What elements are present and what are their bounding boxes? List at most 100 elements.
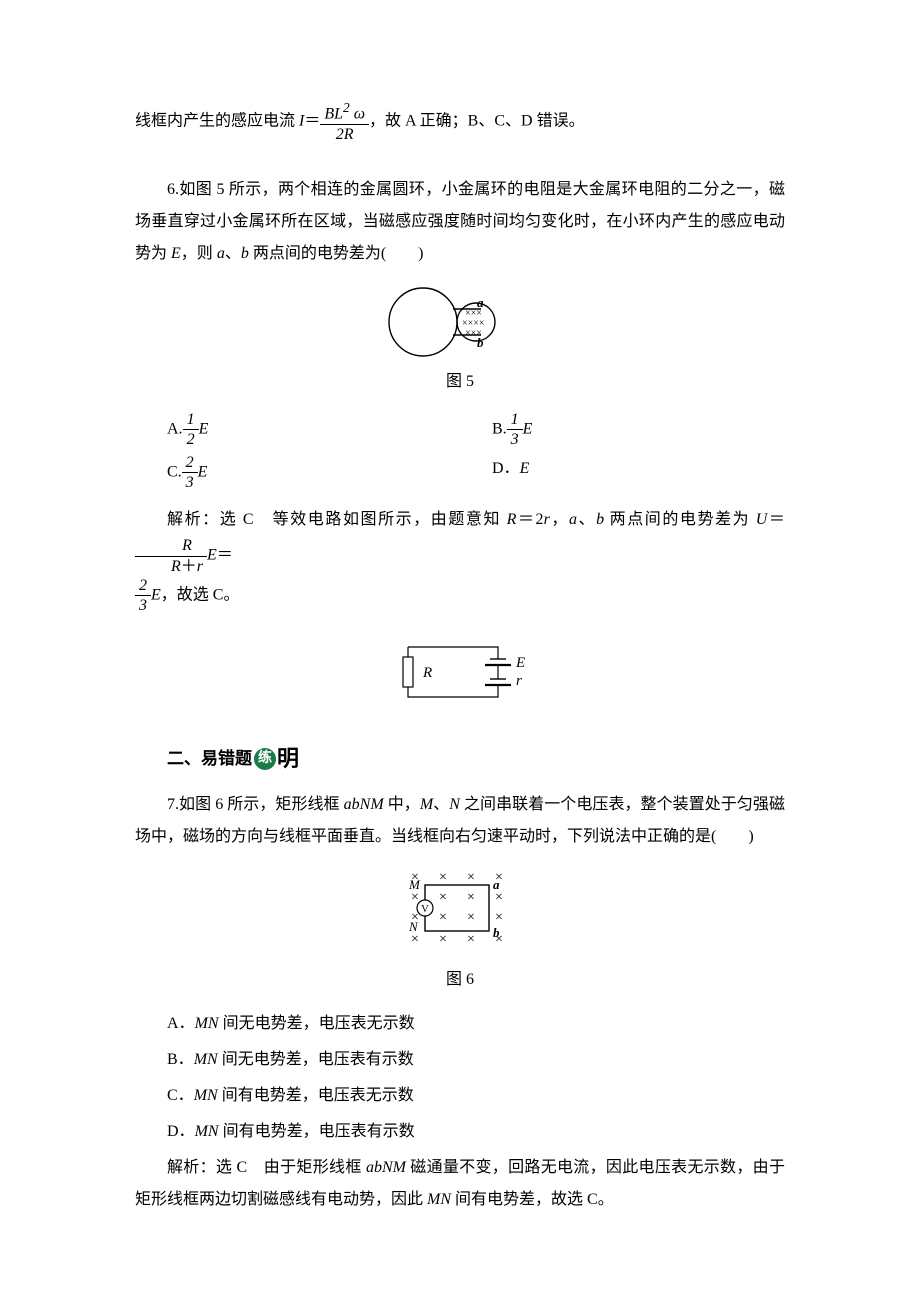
q7-fig-caption: 图 6 [135, 964, 785, 996]
svg-text:×: × [467, 910, 475, 925]
q7-opt-b: B．MN 间无电势差，电压表有示数 [135, 1044, 785, 1076]
q6-sol-R: R [507, 511, 517, 528]
q6-frac2-den: 3 [135, 596, 151, 615]
svg-text:×: × [495, 890, 503, 905]
q6-opt-c: C.23E [135, 453, 460, 492]
q6-stem3: 两点间的电势差为( ) [249, 245, 424, 262]
q6-b-den: 3 [507, 430, 523, 449]
q6-var-e: E [171, 245, 181, 262]
q6-b-var: E [523, 420, 533, 437]
q6-sol-eq2: ＝ [767, 511, 785, 528]
q7-fig-N: N [408, 919, 419, 934]
q7-stem: 7.如图 6 所示，矩形线框 abNM 中，M、N 之间串联着一个电压表，整个装… [135, 789, 785, 853]
q6-sol-mid: ， [550, 511, 569, 528]
badge-text: 明 [277, 737, 299, 781]
frame-diagram: ×××× ×× ×× ×××× ×× ×× V M N a b [385, 865, 535, 960]
q5-sup: 2 [343, 100, 350, 115]
svg-text:×: × [411, 890, 419, 905]
q7-sol-post: 间有电势差，故选 C。 [451, 1191, 614, 1208]
q7-a-var: MN [195, 1015, 219, 1032]
q6-sol-mid2: 两点间的电势差为 [604, 511, 756, 528]
q7-voltmeter-v: V [421, 903, 429, 915]
q6-a-var: E [199, 420, 209, 437]
q6-var-b: b [241, 245, 249, 262]
q7-c-var: MN [194, 1087, 218, 1104]
q6-opt-c-label: C. [167, 463, 182, 480]
q7-fig-b: b [493, 925, 500, 940]
q5-num-bl: BL [324, 105, 343, 122]
q7-b-label: B． [167, 1051, 194, 1068]
q6-frac1-den-R: R [171, 558, 181, 575]
q6-d-var: E [520, 460, 530, 477]
q6-options: A.12E B.13E C.23E D．E [135, 410, 785, 493]
q6-opt-d: D．E [460, 453, 785, 492]
q6-sep1: 、 [225, 245, 241, 262]
q7-stem2: 中， [384, 796, 420, 813]
q6-c-num: 2 [182, 453, 198, 473]
q5-omega: ω [350, 105, 365, 122]
q7-var-abnm: abNM [344, 796, 384, 813]
svg-text:×: × [467, 932, 475, 947]
q6-sol-E2: E [151, 586, 161, 603]
q7-figure: ×××× ×× ×× ×××× ×× ×× V M N a b 图 6 [135, 865, 785, 996]
q7-opt-d: D．MN 间有电势差，电压表有示数 [135, 1116, 785, 1148]
svg-text:×: × [467, 890, 475, 905]
q6-opt-b: B.13E [460, 410, 785, 449]
section-2-header: 二、易错题 练 明 [135, 737, 785, 781]
q6-frac1-den-r: r [197, 558, 203, 575]
circuit-diagram: R E r [383, 627, 538, 717]
svg-text:×: × [411, 932, 419, 947]
svg-text:×: × [439, 910, 447, 925]
badge-circle-icon: 练 [254, 748, 276, 770]
q6-sol-eq3: ＝ [217, 547, 233, 564]
q6-c-den: 3 [182, 473, 198, 492]
q7-solution: 解析：选 C 由于矩形线框 abNM 磁通量不变，回路无电流，因此电压表无示数，… [135, 1152, 785, 1216]
q6-stem2: ，则 [181, 245, 217, 262]
q6-sol-eq: ＝2 [516, 511, 543, 528]
q6-sol-a: a [569, 511, 577, 528]
rings-diagram: ××× ×××× ××× a b [373, 282, 548, 362]
q6-b-num: 1 [507, 410, 523, 430]
q7-opt-c: C．MN 间有电势差，电压表无示数 [135, 1080, 785, 1112]
circuit-r-label: r [516, 673, 522, 689]
section-2-badge: 练 明 [254, 737, 299, 781]
svg-text:×: × [439, 870, 447, 885]
svg-text:×: × [439, 890, 447, 905]
q6-stem: 6.如图 5 所示，两个相连的金属圆环，小金属环的电阻是大金属环电阻的二分之一，… [135, 174, 785, 270]
q7-c-label: C． [167, 1087, 194, 1104]
q7-d-txt: 间有电势差，电压表有示数 [219, 1123, 415, 1140]
q5-var-I: I [299, 113, 304, 130]
q6-solution: 解析：选 C 等效电路如图所示，由题意知 R＝2r，a、b 两点间的电势差为 U… [135, 504, 785, 575]
q6-a-num: 1 [183, 410, 199, 430]
q7-a-label: A． [167, 1015, 195, 1032]
q7-d-var: MN [195, 1123, 219, 1140]
q6-frac2-num: 2 [135, 576, 151, 596]
q6-fig-caption: 图 5 [135, 366, 785, 398]
svg-text:×: × [439, 932, 447, 947]
q6-circuit-figure: R E r [135, 627, 785, 717]
q6-sol-sep: 、 [577, 511, 596, 528]
q7-sol-pre: 解析：选 C 由于矩形线框 [167, 1159, 366, 1176]
q5-fraction: BL2 ω 2R [320, 100, 369, 144]
q6-opt-b-label: B. [492, 420, 507, 437]
q5-den: 2R [320, 125, 369, 144]
q6-opt-d-label: D． [492, 460, 520, 477]
q7-options: A．MN 间无电势差，电压表无示数 B．MN 间无电势差，电压表有示数 C．MN… [135, 1008, 785, 1148]
q6-opt-a-label: A. [167, 420, 183, 437]
svg-text:×: × [467, 870, 475, 885]
q7-c-txt: 间有电势差，电压表无示数 [218, 1087, 414, 1104]
q7-sol-var: abNM [366, 1159, 406, 1176]
q6-sol-U: U [756, 511, 768, 528]
q7-fig-M: M [408, 877, 421, 892]
q7-b-var: MN [194, 1051, 218, 1068]
q7-fig-a: a [493, 877, 500, 892]
svg-text:×: × [495, 910, 503, 925]
q6-solution-cont: 23E，故选 C。 [135, 576, 785, 615]
q6-frac1-num: R [135, 536, 207, 556]
q7-opt-a: A．MN 间无电势差，电压表无示数 [135, 1008, 785, 1040]
q6-figure: ××× ×××× ××× a b 图 5 [135, 282, 785, 398]
q6-sol-b: b [596, 511, 604, 528]
q7-sol-mn: MN [427, 1191, 451, 1208]
q6-frac1-den-plus: ＋ [181, 558, 197, 575]
q6-sol-E: E [207, 547, 217, 564]
